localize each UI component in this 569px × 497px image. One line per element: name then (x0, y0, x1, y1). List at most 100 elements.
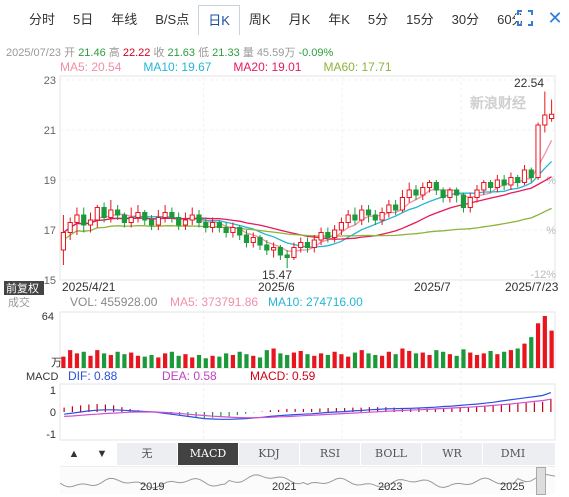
volume-bar (393, 354, 398, 368)
volume-bar (149, 355, 154, 368)
indicator-tab-3[interactable]: RSI (299, 443, 360, 465)
volume-bar (210, 355, 215, 368)
price-axis-label: 19 (44, 175, 56, 187)
volume-bar (359, 350, 364, 368)
volume-bar (474, 355, 480, 368)
range-handle-right[interactable] (536, 467, 546, 495)
tab-2[interactable]: 年线 (111, 12, 138, 27)
volume-bar (542, 316, 547, 368)
volume-bar (101, 353, 107, 368)
volume-bar (81, 351, 86, 368)
tab-9[interactable]: 15分 (406, 12, 434, 27)
macd-axis-label: -1 (46, 429, 56, 441)
vol-label: 量 (242, 47, 254, 59)
candle-body (169, 212, 175, 218)
volume-bar (481, 353, 486, 368)
ma-legend-item: MA60: 17.71 (323, 60, 392, 74)
volume-bar (183, 354, 188, 368)
candle-body (304, 242, 311, 248)
candle-body (60, 232, 66, 251)
ma-legend-item: MA5: 20.54 (60, 60, 122, 74)
tab-0[interactable]: 分时 (29, 12, 56, 27)
tab-6[interactable]: 月K (288, 12, 311, 27)
volume-bar (285, 355, 290, 368)
close-icon[interactable]: ✕ (547, 8, 563, 28)
candle-body (460, 194, 467, 208)
left-tag-bg (4, 281, 44, 295)
range-navigator[interactable]: 2019 2021 2023 2025 (60, 466, 555, 495)
candle-body (508, 177, 514, 186)
macd-dea: DEA: 0.58 (162, 369, 217, 383)
volume-bar (332, 351, 337, 368)
period-tabs: 分时 5日 年线 B/S点 日K 周K 月K 年K 5分 15分 30分 60分 (0, 0, 569, 40)
candle-body (393, 204, 399, 211)
ma-line (63, 160, 553, 248)
volume-bar (196, 355, 202, 368)
tab-5[interactable]: 周K (248, 12, 271, 27)
tab-3[interactable]: B/S点 (155, 12, 190, 27)
volume-bar (305, 354, 310, 368)
vol-value: 45.59万 (256, 47, 296, 59)
min-price-label: 15.47 (262, 268, 292, 282)
tab-1[interactable]: 5日 (73, 12, 94, 27)
left-tag: 前复权 (6, 281, 39, 295)
candle-body (284, 254, 290, 258)
candle-body (87, 219, 94, 226)
candle-body (277, 247, 283, 256)
tab-7[interactable]: 年K (328, 12, 350, 27)
candle-body (155, 217, 161, 226)
candle-body (81, 214, 87, 226)
macd-dif: DIF: 0.88 (68, 369, 118, 383)
volume-bar (549, 330, 554, 368)
mini-year-label: 2023 (378, 481, 403, 493)
volume-bar (190, 357, 195, 368)
indicator-tab-4[interactable]: BOLL (360, 443, 421, 465)
indicator-tab-5[interactable]: WR (421, 443, 482, 465)
fullscreen-icon[interactable] (515, 8, 535, 28)
volume-bar (217, 356, 222, 368)
close-value: 21.63 (167, 47, 196, 59)
volume-bar (74, 353, 80, 368)
mini-year-label: 2025 (500, 481, 525, 493)
dif-line (64, 392, 552, 420)
indicator-tab-1[interactable]: MACD (177, 443, 238, 465)
vol-value: VOL: 455928.00 (70, 295, 158, 309)
candle-body (230, 227, 236, 233)
candle-body (481, 182, 487, 191)
volume-bar (230, 355, 236, 368)
indicator-bar: ▲ ▼ 无 MACD KDJ RSI BOLL WR DMI (60, 443, 555, 465)
volume-bar (318, 353, 324, 368)
mini-year-label: 2019 (140, 481, 165, 493)
tab-4[interactable]: 日K (198, 5, 240, 35)
up-arrow-icon[interactable]: ▲ (68, 448, 80, 460)
volume-bar (366, 353, 371, 368)
candle-body (379, 212, 385, 221)
ma-legend-item: MA10: 19.67 (143, 60, 212, 74)
candle-body (494, 179, 500, 188)
volume-bar (291, 352, 297, 368)
down-arrow-icon[interactable]: ▼ (96, 448, 108, 460)
volume-bar (325, 355, 330, 368)
tab-8[interactable]: 5分 (367, 12, 389, 27)
high-value: 22.22 (122, 47, 151, 59)
tab-10[interactable]: 30分 (451, 12, 480, 27)
volume-bar (488, 350, 493, 368)
candle-body (209, 222, 216, 228)
volume-bar (122, 354, 127, 368)
volume-bar (461, 349, 466, 368)
candle-body (399, 197, 406, 211)
candle-body (176, 217, 182, 226)
indicator-tab-0[interactable]: 无 (116, 443, 177, 465)
candle-body (467, 197, 473, 208)
volume-bar (386, 351, 391, 368)
candle-body (135, 212, 141, 218)
volume-bar (454, 355, 459, 368)
volume-bar (529, 337, 534, 368)
candle-body (121, 214, 128, 223)
indicator-tab-6[interactable]: DMI (482, 443, 543, 465)
candle-body (372, 214, 378, 221)
candle-body (264, 244, 270, 251)
candle-body (528, 169, 534, 178)
indicator-tab-2[interactable]: KDJ (238, 443, 299, 465)
